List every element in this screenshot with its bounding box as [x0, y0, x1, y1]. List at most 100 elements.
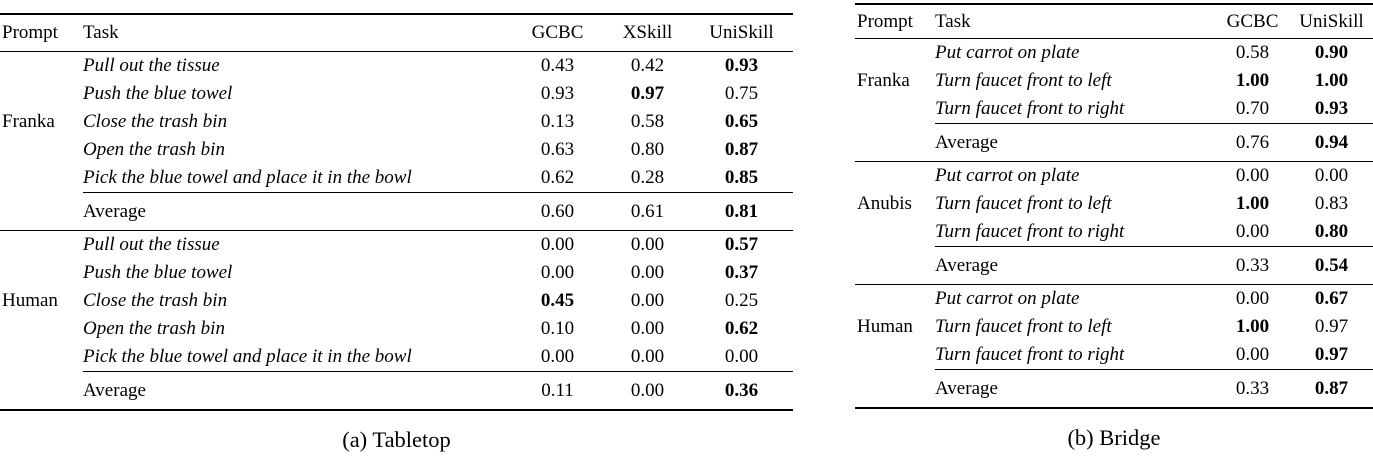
task-cell: Pull out the tissue — [83, 55, 220, 76]
table-row: Anubis Put carrot on plate 0.00 0.00 — [855, 162, 1373, 214]
table-row: Human Pull out the tissue 0.00 0.00 0.57 — [0, 231, 793, 311]
value-cell-xskill: 0.00 — [630, 346, 665, 367]
prompt-spacer — [0, 192, 83, 231]
value-cell-uniskill: 1.00 — [1314, 70, 1349, 91]
value-cell-gcbc: 0.58 — [1235, 42, 1270, 63]
bridge-panel: Prompt Task GCBC UniSkill Franka Put car… — [855, 3, 1373, 451]
task-cell: Turn faucet front to right — [935, 98, 1125, 119]
value-cell-gcbc: 0.00 — [1235, 288, 1270, 309]
value-cell-uniskill: 0.81 — [690, 192, 793, 231]
table-row: Franka Put carrot on plate 0.58 0.90 — [855, 39, 1373, 91]
tabletop-table: Prompt Task GCBC XSkill UniSkill Franka … — [0, 13, 793, 411]
value-cell-uniskill: 0.80 — [1314, 221, 1349, 242]
task-cell: Pick the blue towel and place it in the … — [83, 346, 412, 367]
value-cell-gcbc: 1.00 — [1235, 316, 1270, 337]
task-cell: Pick the blue towel and place it in the … — [83, 167, 412, 188]
value-cell-gcbc: 0.10 — [540, 318, 575, 339]
value-cell-xskill: 0.00 — [630, 262, 665, 283]
tabletop-panel: Prompt Task GCBC XSkill UniSkill Franka … — [0, 13, 793, 453]
average-row: Average 0.33 0.54 — [855, 246, 1373, 285]
value-cell-gcbc: 0.45 — [540, 290, 575, 311]
value-cell-gcbc: 0.11 — [510, 371, 605, 411]
value-cell-xskill: 0.28 — [630, 167, 665, 188]
value-cell-gcbc: 0.93 — [540, 83, 575, 104]
average-row: Average 0.76 0.94 — [855, 123, 1373, 162]
table-row: Pick the blue towel and place it in the … — [0, 164, 793, 193]
bridge-header-task: Task — [935, 4, 1215, 39]
average-label: Average — [935, 123, 1215, 162]
value-cell-xskill: 0.00 — [630, 318, 665, 339]
prompt-label-franka: Franka — [2, 111, 55, 133]
value-cell-gcbc: 0.33 — [1215, 369, 1290, 409]
table-row: Push the blue towel 0.00 0.00 0.37 — [0, 259, 793, 287]
bridge-table: Prompt Task GCBC UniSkill Franka Put car… — [855, 3, 1373, 409]
task-cell: Open the trash bin — [83, 318, 225, 339]
value-cell-uniskill: 0.87 — [1290, 369, 1373, 409]
prompt-label-human: Human — [2, 290, 58, 312]
value-cell-gcbc: 1.00 — [1235, 70, 1270, 91]
bridge-header-gcbc: GCBC — [1215, 4, 1290, 39]
table-row: Close the trash bin 0.13 0.58 0.65 — [0, 108, 793, 136]
task-cell: Put carrot on plate — [935, 42, 1080, 63]
bridge-header-uniskill: UniSkill — [1290, 4, 1373, 39]
tabletop-header-prompt: Prompt — [0, 14, 83, 52]
value-cell-uniskill: 0.65 — [724, 111, 759, 132]
table-row: Push the blue towel 0.93 0.97 0.75 — [0, 80, 793, 108]
task-cell: Open the trash bin — [83, 139, 225, 160]
task-cell: Put carrot on plate — [935, 165, 1080, 186]
value-cell-gcbc: 0.00 — [1235, 344, 1270, 365]
value-cell-xskill: 0.80 — [630, 139, 665, 160]
task-cell: Push the blue towel — [83, 83, 233, 104]
value-cell-gcbc: 0.63 — [540, 139, 575, 160]
value-cell-uniskill: 0.62 — [724, 318, 759, 339]
value-cell-gcbc: 0.00 — [540, 262, 575, 283]
table-row: Pick the blue towel and place it in the … — [0, 343, 793, 372]
value-cell-uniskill: 0.97 — [1314, 316, 1349, 337]
value-cell-xskill: 0.00 — [630, 290, 665, 311]
value-cell-xskill: 0.97 — [630, 83, 665, 104]
prompt-label-anubis: Anubis — [857, 193, 912, 215]
value-cell-uniskill: 0.94 — [1290, 123, 1373, 162]
value-cell-gcbc: 0.62 — [540, 167, 575, 188]
value-cell-xskill: 0.42 — [630, 55, 665, 76]
value-cell-uniskill: 0.57 — [724, 234, 759, 255]
caption-tabletop: (a) Tabletop — [342, 427, 451, 452]
prompt-spacer — [855, 369, 935, 409]
value-cell-gcbc: 0.00 — [540, 346, 575, 367]
table-row: Turn faucet front to right 0.00 0.80 — [855, 218, 1373, 247]
value-cell-uniskill: 0.85 — [724, 167, 759, 188]
value-cell-uniskill: 0.90 — [1314, 42, 1349, 63]
table-row: Turn faucet front to right 0.00 0.97 — [855, 341, 1373, 370]
value-cell-uniskill: 0.00 — [1314, 165, 1349, 186]
value-cell-gcbc: 0.13 — [540, 111, 575, 132]
value-cell-xskill: 0.00 — [630, 234, 665, 255]
table-row: Turn faucet front to left 1.00 0.83 — [855, 190, 1373, 218]
tabletop-header-task: Task — [83, 14, 510, 52]
task-cell: Turn faucet front to right — [935, 344, 1125, 365]
value-cell-uniskill: 0.25 — [724, 290, 759, 311]
table-row: Open the trash bin 0.10 0.00 0.62 — [0, 315, 793, 343]
bridge-header-row: Prompt Task GCBC UniSkill — [855, 4, 1373, 39]
value-cell-uniskill: 0.93 — [1314, 98, 1349, 119]
value-cell-xskill: 0.61 — [605, 192, 690, 231]
value-cell-xskill: 0.58 — [630, 111, 665, 132]
value-cell-uniskill: 0.87 — [724, 139, 759, 160]
value-cell-gcbc: 0.00 — [1235, 221, 1270, 242]
task-cell: Turn faucet front to left — [935, 193, 1112, 214]
table-row: Turn faucet front to right 0.70 0.93 — [855, 95, 1373, 124]
value-cell-uniskill: 0.67 — [1314, 288, 1349, 309]
tabletop-header-row: Prompt Task GCBC XSkill UniSkill — [0, 14, 793, 52]
value-cell-gcbc: 0.70 — [1235, 98, 1270, 119]
value-cell-uniskill: 0.93 — [724, 55, 759, 76]
average-row: Average 0.33 0.87 — [855, 369, 1373, 409]
value-cell-gcbc: 0.00 — [1235, 165, 1270, 186]
average-label: Average — [935, 369, 1215, 409]
tabletop-header-gcbc: GCBC — [510, 14, 605, 52]
value-cell-uniskill: 0.97 — [1314, 344, 1349, 365]
value-cell-gcbc: 0.00 — [540, 234, 575, 255]
prompt-spacer — [855, 123, 935, 162]
tabletop-header-uniskill: UniSkill — [690, 14, 793, 52]
table-row: Open the trash bin 0.63 0.80 0.87 — [0, 136, 793, 164]
prompt-spacer — [855, 246, 935, 285]
